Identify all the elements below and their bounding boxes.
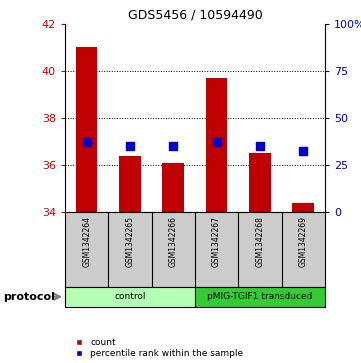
Bar: [292, 203, 314, 212]
Point: [127, 143, 133, 149]
Text: GSM1342267: GSM1342267: [212, 216, 221, 267]
Text: GSM1342266: GSM1342266: [169, 216, 178, 267]
Legend: count, percentile rank within the sample: count, percentile rank within the sample: [70, 338, 243, 359]
Text: GSM1342268: GSM1342268: [256, 216, 264, 267]
Point: [84, 139, 90, 144]
Text: control: control: [114, 292, 146, 301]
Title: GDS5456 / 10594490: GDS5456 / 10594490: [127, 8, 262, 21]
Point: [300, 148, 306, 154]
Bar: [65, 287, 195, 307]
Point: [214, 139, 219, 144]
Bar: [162, 163, 184, 212]
Text: GSM1342264: GSM1342264: [82, 216, 91, 267]
Point: [257, 143, 263, 149]
Bar: [195, 287, 325, 307]
Text: protocol: protocol: [4, 292, 56, 302]
Bar: [119, 156, 141, 212]
Text: GSM1342269: GSM1342269: [299, 216, 308, 267]
Bar: [249, 153, 271, 212]
Bar: [76, 47, 97, 212]
Text: GSM1342265: GSM1342265: [126, 216, 134, 267]
Point: [170, 143, 176, 149]
Text: pMIG-TGIF1 transduced: pMIG-TGIF1 transduced: [207, 292, 313, 301]
Bar: [206, 78, 227, 212]
